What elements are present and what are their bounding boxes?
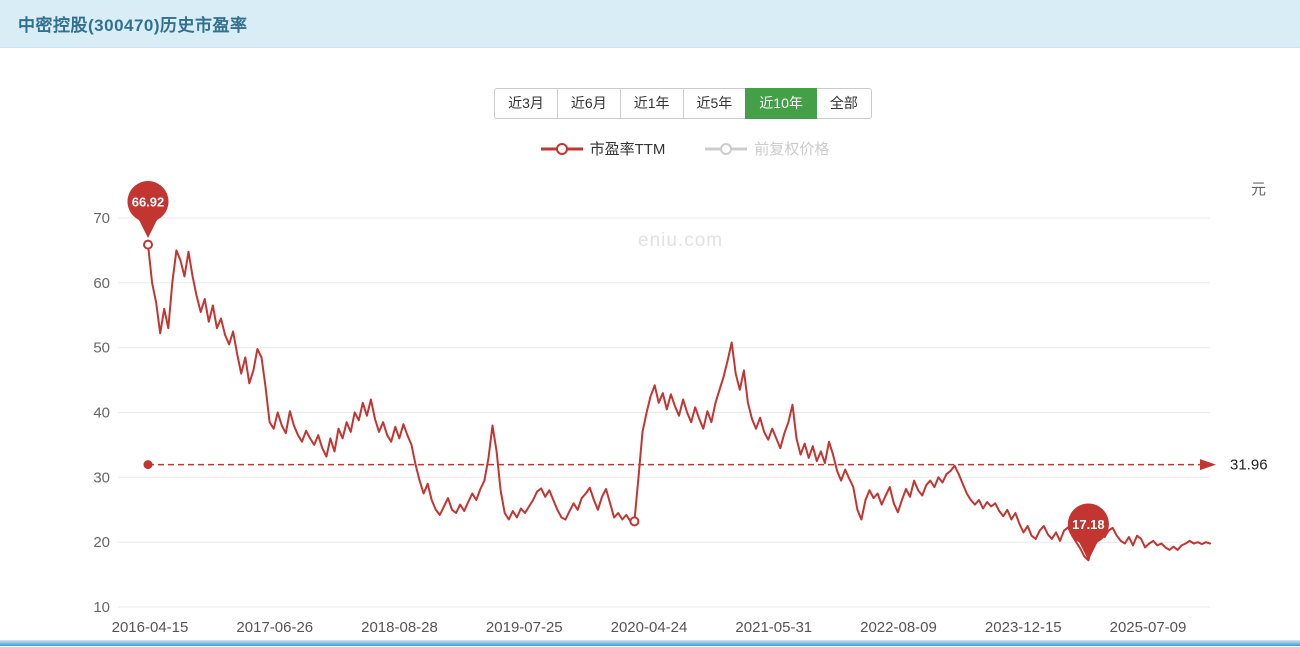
y-tick-label: 10 bbox=[93, 599, 110, 616]
max-marker-pin-label: 66.92 bbox=[132, 194, 165, 209]
page-header: 中密控股(300470)历史市盈率 bbox=[0, 0, 1300, 48]
legend-item-adjusted-price[interactable]: 前复权价格 bbox=[705, 138, 829, 159]
y-tick-label: 50 bbox=[93, 339, 110, 356]
y-tick-label: 20 bbox=[93, 534, 110, 551]
y-tick-label: 40 bbox=[93, 404, 110, 421]
current-pe-value-label: 31.96 bbox=[1230, 456, 1268, 473]
time-range-toolbar: 近3月 近6月 近1年 近5年 近10年 全部 bbox=[0, 88, 1300, 119]
range-button-3m[interactable]: 近3月 bbox=[494, 88, 558, 119]
y-tick-label: 70 bbox=[93, 210, 110, 227]
range-button-5y[interactable]: 近5年 bbox=[682, 88, 747, 119]
range-button-6m[interactable]: 近6月 bbox=[556, 88, 621, 119]
legend-line-icon bbox=[705, 142, 748, 155]
time-range-group: 近3月 近6月 近1年 近5年 近10年 全部 bbox=[494, 88, 872, 119]
max-marker-pin-icon bbox=[127, 180, 169, 238]
chart-legend: 市盈率TTM 前复权价格 bbox=[35, 139, 1300, 159]
legend-item-pe-ttm[interactable]: 市盈率TTM bbox=[540, 138, 666, 159]
markline-start-dot bbox=[143, 459, 153, 469]
page-title: 中密控股(300470)历史市盈率 bbox=[18, 16, 248, 35]
pe-ttm-line bbox=[147, 243, 1211, 562]
range-button-all[interactable]: 全部 bbox=[815, 88, 872, 119]
x-tick-label: 2017-06-26 bbox=[236, 619, 313, 636]
range-button-10y[interactable]: 近10年 bbox=[745, 88, 817, 119]
x-tick-label: 2018-08-28 bbox=[361, 619, 438, 636]
legend-line-icon bbox=[540, 142, 583, 155]
y-tick-label: 30 bbox=[93, 469, 110, 486]
x-tick-label: 2022-08-09 bbox=[860, 619, 937, 636]
pe-history-chart[interactable]: 10 20 30 40 50 60 70 2016-04-15 2017-06-26 2018-0… bbox=[0, 161, 1300, 647]
x-tick-label: 2025-07-09 bbox=[1110, 619, 1187, 636]
bottom-accent-bar bbox=[0, 640, 1300, 646]
y-tick-label: 60 bbox=[93, 275, 110, 292]
x-tick-label: 2019-07-25 bbox=[486, 619, 563, 636]
x-tick-label: 2016-04-15 bbox=[112, 619, 189, 636]
x-tick-label: 2020-04-24 bbox=[611, 619, 688, 636]
range-button-1y[interactable]: 近1年 bbox=[619, 88, 684, 119]
min-marker-pin-label: 17.18 bbox=[1072, 517, 1105, 532]
legend-label-adjusted-price: 前复权价格 bbox=[754, 141, 830, 159]
axis-unit-label: 元 bbox=[1250, 181, 1266, 198]
data-point-marker bbox=[143, 239, 153, 250]
x-tick-label: 2021-05-31 bbox=[735, 619, 812, 636]
data-point-marker bbox=[629, 516, 640, 527]
min-marker-pin-icon bbox=[1067, 503, 1109, 561]
markline-arrow-icon bbox=[1200, 458, 1216, 470]
legend-label-pe-ttm: 市盈率TTM bbox=[589, 141, 666, 159]
x-tick-label: 2023-12-15 bbox=[985, 619, 1062, 636]
